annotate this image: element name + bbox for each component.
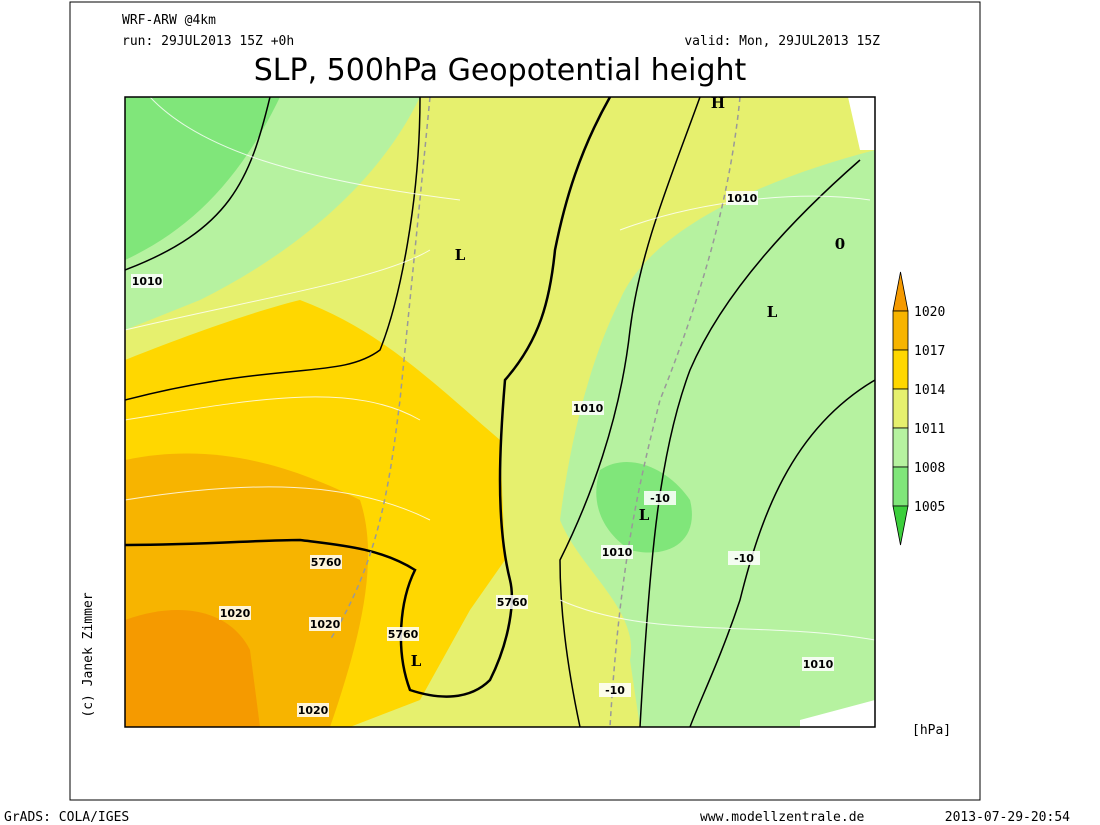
- zone: [596, 461, 692, 553]
- colorbar-box: [892, 466, 909, 507]
- contour-label: 1010: [132, 275, 163, 288]
- colorbar-label: 1017: [914, 344, 945, 359]
- colorbar-box: [892, 427, 909, 468]
- contour-label: -10: [605, 684, 625, 697]
- credit: (c) Janek Zimmer: [81, 592, 96, 717]
- footer-timestamp: 2013-07-29-20:54: [945, 810, 1070, 825]
- pressure-center: 0: [835, 235, 845, 253]
- contour-label: 1020: [298, 704, 329, 717]
- colorbar-label: 1011: [914, 422, 945, 437]
- temperature-lines: [329, 97, 741, 727]
- label-bg: [728, 551, 760, 565]
- contour-label: -10: [650, 492, 670, 505]
- unit: [hPa]: [912, 723, 951, 738]
- colorbar-cap: [892, 271, 909, 312]
- contour-label: 1010: [803, 658, 834, 671]
- frame: [69, 1, 981, 801]
- map: [124, 96, 876, 728]
- label-bg: [601, 545, 633, 559]
- pressure-center: L: [455, 246, 466, 264]
- zone: [848, 97, 875, 150]
- contour-label: 5760: [388, 628, 419, 641]
- label-bg: [310, 555, 342, 569]
- label-bg: [802, 657, 834, 671]
- contour-label: 1010: [573, 402, 604, 415]
- pressure-center: L: [767, 303, 778, 321]
- zone: [125, 610, 260, 727]
- label-bg: [131, 274, 163, 288]
- colorbar-cap: [892, 505, 909, 546]
- map-border: [124, 96, 876, 728]
- contour-label: -10: [734, 552, 754, 565]
- label-bg: [726, 191, 758, 205]
- isobars: [125, 97, 875, 641]
- isohypses: [125, 97, 875, 727]
- colorbar-label: 1014: [914, 383, 945, 398]
- colorbar-label: 1008: [914, 461, 945, 476]
- pressure-center: H: [711, 94, 725, 112]
- valid-time: valid: Mon, 29JUL2013 15Z: [684, 34, 880, 49]
- label-bg: [599, 683, 631, 697]
- colorbar: 1020 1017 1014 1011 1008 1005: [892, 271, 945, 546]
- contour-label: 1010: [727, 192, 758, 205]
- contour-label: 5760: [497, 596, 528, 609]
- zone: [125, 97, 280, 260]
- zone: [560, 150, 875, 727]
- pressure-center: L: [411, 652, 422, 670]
- title: SLP, 500hPa Geopotential height: [254, 53, 747, 88]
- colorbar-box: [892, 349, 909, 390]
- zone: [800, 700, 875, 727]
- label-bg: [297, 703, 329, 717]
- contour-label: 1020: [310, 618, 341, 631]
- map-labels: 1010 1010 1010 1010 1010 1020 1020 1020 5760 5760…: [131, 94, 845, 717]
- colorbar-box: [892, 310, 909, 351]
- pressure-center: L: [639, 506, 650, 524]
- label-bg: [644, 491, 676, 505]
- model-name: WRF-ARW @4km: [122, 13, 216, 28]
- colorbar-label: 1020: [914, 305, 945, 320]
- colorbar-box: [892, 388, 909, 429]
- run-time: run: 29JUL2013 15Z +0h: [122, 34, 294, 49]
- label-bg: [572, 401, 604, 415]
- contour-label: 5760: [311, 556, 342, 569]
- colorbar-label: 1005: [914, 500, 945, 515]
- label-bg: [387, 627, 419, 641]
- label-bg: [219, 606, 251, 620]
- footer-site: www.modellzentrale.de: [700, 810, 865, 825]
- contour-label: 1020: [220, 607, 251, 620]
- label-bg: [496, 595, 528, 609]
- label-bg: [309, 617, 341, 631]
- footer-software: GrADS: COLA/IGES: [4, 810, 129, 825]
- contour-label: 1010: [602, 546, 633, 559]
